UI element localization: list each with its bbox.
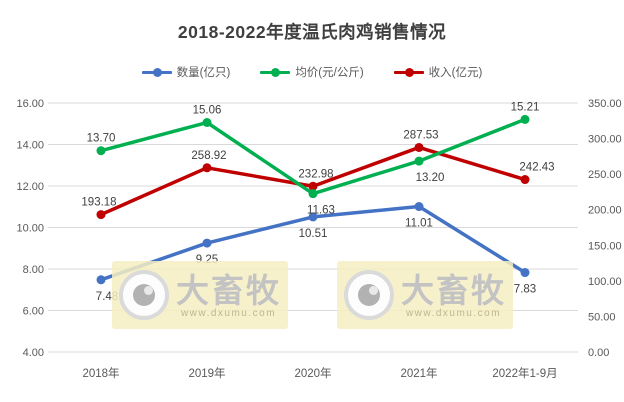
- svg-text:100.00: 100.00: [588, 276, 622, 288]
- svg-text:14.00: 14.00: [16, 140, 44, 152]
- line-dot-marker-icon: [260, 67, 291, 77]
- legend: 数量(亿只) 均价(元/公斤) 收入(亿元): [0, 64, 624, 80]
- watermark: 大畜牧 www.dxumu.com: [337, 261, 513, 329]
- line-dot-marker-icon: [393, 67, 424, 77]
- svg-text:350.00: 350.00: [588, 98, 622, 110]
- svg-text:258.92: 258.92: [191, 150, 226, 162]
- series-line-1: [96, 114, 530, 199]
- svg-text:10.51: 10.51: [299, 228, 328, 240]
- legend-item-revenue: 收入(亿元): [393, 64, 483, 80]
- series-line-0: [96, 202, 530, 285]
- watermark: 大畜牧 www.dxumu.com: [112, 261, 288, 329]
- eye-icon: [119, 270, 169, 320]
- svg-text:8.00: 8.00: [23, 264, 44, 276]
- svg-text:10.00: 10.00: [16, 223, 44, 235]
- svg-text:193.18: 193.18: [81, 197, 116, 209]
- legend-label-quantity: 数量(亿只): [176, 67, 231, 79]
- svg-text:2018年: 2018年: [82, 366, 119, 380]
- svg-text:12.00: 12.00: [16, 181, 44, 193]
- left-axis-ticks: 16.00 14.00 12.00 10.00 8.00 6.00 4.00: [16, 98, 44, 359]
- eye-icon: [344, 270, 394, 320]
- svg-text:6.00: 6.00: [23, 306, 44, 318]
- svg-text:50.00: 50.00: [588, 311, 616, 323]
- svg-text:200.00: 200.00: [588, 205, 622, 217]
- watermark-text: 大畜牧: [176, 271, 281, 309]
- chart-title: 2018-2022年度温氏肉鸡销售情况: [177, 22, 447, 42]
- svg-text:2019年: 2019年: [188, 366, 225, 380]
- series-line-2: [96, 142, 530, 220]
- svg-text:250.00: 250.00: [588, 169, 622, 181]
- series-data-labels-1: 13.70 15.06 11.63 13.20 15.21: [87, 101, 540, 216]
- svg-text:13.70: 13.70: [87, 133, 116, 145]
- svg-text:13.20: 13.20: [416, 172, 445, 184]
- legend-item-avg-price: 均价(元/公斤): [260, 64, 364, 80]
- svg-text:0.00: 0.00: [588, 347, 609, 359]
- line-dot-marker-icon: [141, 67, 172, 77]
- watermark-text: 大畜牧: [401, 271, 506, 309]
- legend-label-revenue: 收入(亿元): [428, 67, 483, 79]
- right-axis-ticks: 350.00 300.00 250.00 200.00 150.00 100.00 50.0…: [588, 98, 622, 359]
- series-data-labels-2: 193.18 258.92 232.98 287.53 242.43: [81, 129, 554, 208]
- svg-text:7.83: 7.83: [514, 284, 536, 296]
- svg-text:15.06: 15.06: [193, 105, 222, 117]
- svg-text:2022年1-9月: 2022年1-9月: [492, 366, 557, 380]
- svg-text:2020年: 2020年: [294, 366, 331, 380]
- svg-text:15.21: 15.21: [511, 101, 540, 113]
- svg-text:232.98: 232.98: [298, 168, 333, 180]
- x-axis-labels: 2018年 2019年 2020年 2021年 2022年1-9月: [82, 366, 557, 380]
- watermark-url: www.dxumu.com: [180, 307, 277, 319]
- svg-text:2021年: 2021年: [400, 366, 437, 380]
- svg-text:242.43: 242.43: [519, 162, 554, 174]
- svg-text:11.01: 11.01: [405, 218, 433, 230]
- legend-item-quantity: 数量(亿只): [141, 64, 231, 80]
- svg-text:4.00: 4.00: [23, 347, 44, 359]
- legend-label-avg-price: 均价(元/公斤): [295, 67, 364, 79]
- svg-text:287.53: 287.53: [403, 129, 438, 141]
- svg-text:11.63: 11.63: [307, 205, 335, 217]
- svg-text:16.00: 16.00: [16, 98, 44, 110]
- watermark-url: www.dxumu.com: [405, 307, 502, 319]
- svg-text:150.00: 150.00: [588, 240, 622, 252]
- svg-text:300.00: 300.00: [588, 134, 622, 146]
